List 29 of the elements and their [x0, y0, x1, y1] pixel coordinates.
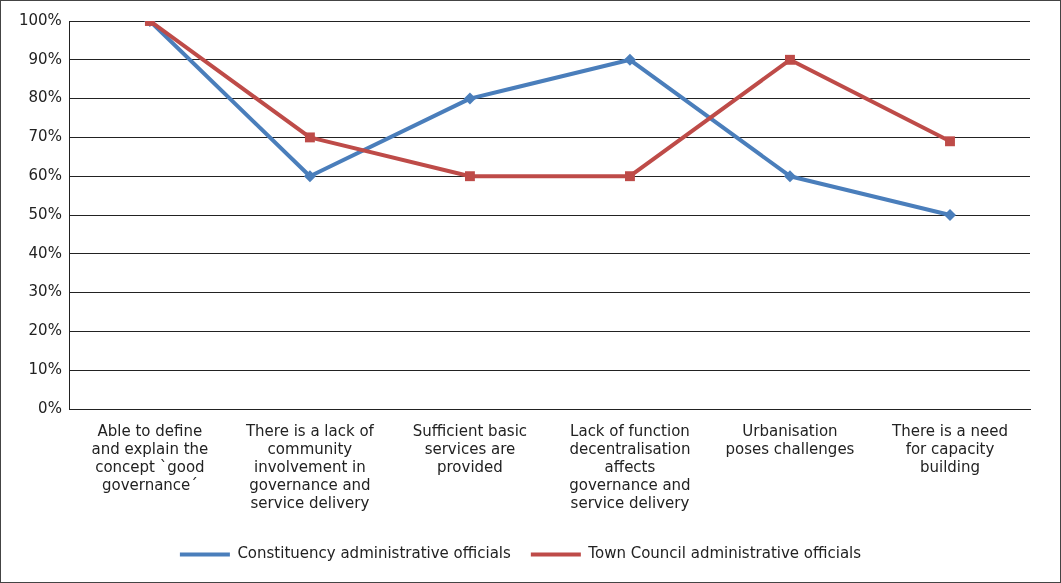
- point: [785, 54, 795, 65]
- legend-label: Town Council administrative officials: [587, 544, 862, 563]
- y-tick-label: 80%: [28, 88, 62, 107]
- point: [463, 92, 476, 105]
- x-tick-label: Able to define and explain the concept `good governance´: [91, 421, 209, 494]
- y-tick-label: 60%: [28, 166, 62, 185]
- point: [303, 170, 316, 183]
- legend-label: Constituency administrative officials: [237, 544, 512, 563]
- point: [943, 209, 956, 221]
- point: [625, 171, 635, 182]
- y-tick-label: 50%: [28, 204, 62, 223]
- y-tick-label: 90%: [28, 49, 62, 68]
- y-tick-label: 40%: [28, 243, 62, 262]
- point: [304, 132, 315, 143]
- y-tick-label: 100%: [18, 10, 62, 29]
- x-tick-label: Lack of function decentralisation affects governance and service delivery: [569, 421, 691, 512]
- y-tick-label: 30%: [28, 282, 62, 301]
- point: [623, 53, 636, 66]
- point: [783, 170, 796, 183]
- x-tick-label: Urbanisation poses challenges: [725, 421, 855, 458]
- x-tick-label: There is a lack of community involvement in governance and service delivery: [244, 421, 375, 512]
- y-tick-label: 10%: [28, 360, 62, 379]
- y-tick-label: 70%: [28, 127, 62, 146]
- point: [464, 171, 475, 182]
- x-tick-label: Sufficient basic services are provided: [412, 421, 528, 476]
- y-tick-label: 20%: [28, 321, 62, 340]
- point: [945, 136, 955, 147]
- x-tick-label: There is a need for capacity building: [891, 421, 1008, 476]
- y-tick-label: 0%: [38, 398, 62, 417]
